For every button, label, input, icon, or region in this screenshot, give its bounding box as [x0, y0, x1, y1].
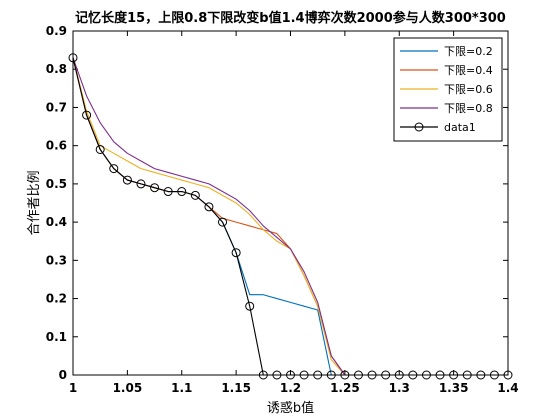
- legend-item: 下限=0.4: [400, 64, 493, 77]
- x-axis-title: 诱惑b值: [267, 400, 314, 416]
- data-point: [177, 187, 187, 197]
- data-point: [150, 183, 160, 193]
- x-tick-label: 1.35: [439, 381, 469, 395]
- legend-label: 下限=0.2: [444, 45, 493, 58]
- data-point: [163, 187, 173, 197]
- legend-item: 下限=0.2: [400, 45, 493, 58]
- y-tick-label: 0.7: [46, 100, 67, 114]
- x-tick-label: 1.4: [497, 381, 518, 395]
- data-point: [190, 190, 200, 200]
- x-tick-label: 1.2: [280, 381, 301, 395]
- legend-item: 下限=0.6: [400, 83, 493, 96]
- y-tick-label: 0.9: [46, 24, 67, 38]
- x-tick-label: 1.3: [389, 381, 410, 395]
- legend-label: 下限=0.8: [444, 102, 493, 115]
- data-point: [204, 202, 214, 212]
- x-tick-label: 1.15: [221, 381, 251, 395]
- data-point: [109, 164, 119, 174]
- data-point: [245, 301, 255, 311]
- legend-item: data1: [400, 121, 476, 134]
- legend-marker: [414, 122, 424, 132]
- y-tick-label: 0.2: [46, 292, 67, 306]
- plot-frame: [72, 30, 509, 376]
- y-tick-label: 0.1: [46, 330, 67, 344]
- legend-label: 下限=0.4: [444, 64, 493, 77]
- y-axis-title: 合作者比例: [27, 170, 42, 235]
- data-point: [122, 175, 132, 185]
- y-tick-label: 0: [59, 368, 67, 382]
- x-tick-label: 1.05: [113, 381, 143, 395]
- y-tick-label: 0.3: [46, 253, 67, 267]
- data-point: [231, 248, 241, 258]
- y-tick-label: 0.4: [46, 215, 67, 229]
- data-point: [136, 179, 146, 189]
- legend-label: data1: [444, 121, 476, 134]
- legend-label: 下限=0.6: [444, 83, 493, 96]
- data-point: [95, 144, 105, 154]
- x-tick-label: 1.1: [171, 381, 192, 395]
- x-tick-label: 1.25: [330, 381, 360, 395]
- axis-ticks: 1 1.05 1.1 1.15 1.2 1.25 1.3 1.35 1.4 0 0.1 0.2 0.3 0…: [46, 24, 519, 395]
- legend-item: 下限=0.8: [400, 102, 493, 115]
- y-tick-label: 0.6: [46, 139, 67, 153]
- data-point: [82, 110, 92, 120]
- legend: 下限=0.2 下限=0.4 下限=0.6 下限=0.8 data1: [393, 37, 503, 142]
- x-tick-label: 1: [69, 381, 77, 395]
- data-point: [218, 217, 228, 227]
- y-tick-label: 0.5: [46, 177, 67, 191]
- chart-title: 记忆长度15，上限0.8下限改变b值1.4博弈次数2000参与人数300*300: [75, 10, 506, 26]
- y-tick-label: 0.8: [46, 62, 67, 76]
